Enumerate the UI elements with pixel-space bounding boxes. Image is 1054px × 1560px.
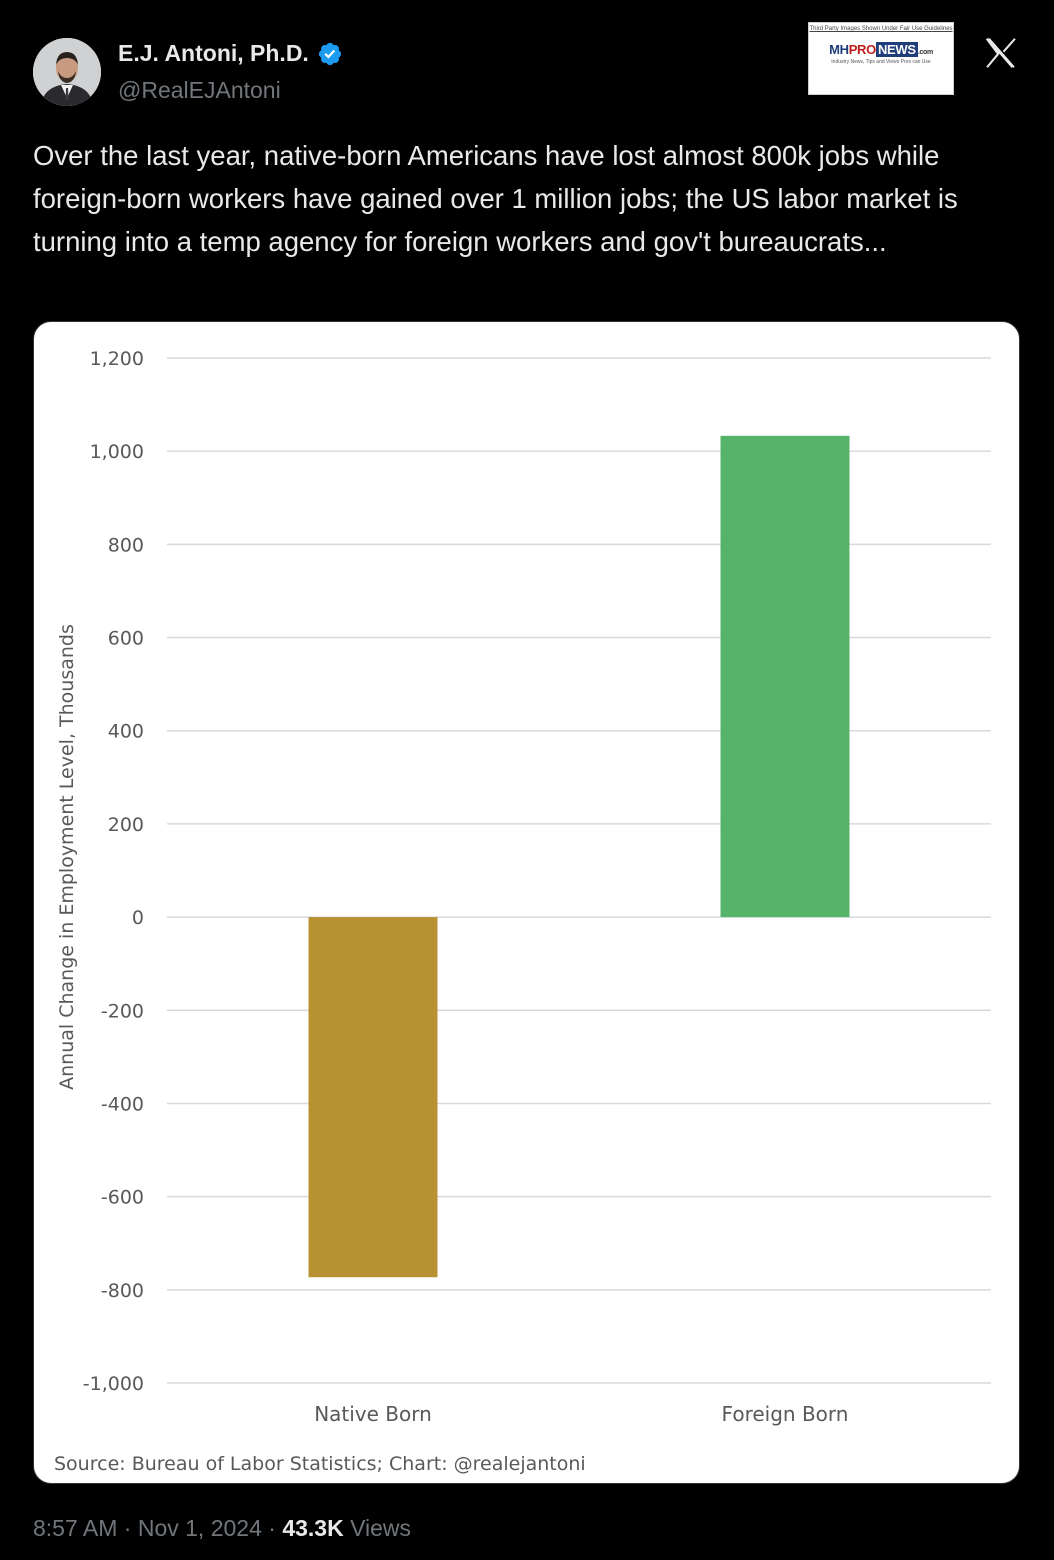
author-handle[interactable]: @RealEJAntoni bbox=[118, 77, 281, 103]
y-tick-label: -1,000 bbox=[83, 1373, 144, 1395]
y-tick-label: 600 bbox=[108, 628, 144, 650]
y-tick-label: -400 bbox=[101, 1093, 144, 1115]
chart-x-labels: Native Born Foreign Born bbox=[314, 1402, 848, 1426]
chart-bars bbox=[308, 435, 850, 1278]
logo-fine-print: Third Party Images Shown Under Fair Use … bbox=[809, 26, 953, 32]
chart-image-card[interactable]: 1,200 1,000 800 600 400 200 0 -200 -400 -600 -800 -… bbox=[33, 321, 1020, 1484]
mhpronews-logo: Third Party Images Shown Under Fair Use … bbox=[808, 22, 954, 95]
tweet-date[interactable]: Nov 1, 2024 bbox=[137, 1515, 262, 1541]
bar-native-born bbox=[308, 917, 438, 1278]
chart-y-ticks: 1,200 1,000 800 600 400 200 0 -200 -400 -600 -800 -… bbox=[83, 348, 144, 1395]
meta-separator: · bbox=[123, 1515, 132, 1541]
views-count[interactable]: 43.3K bbox=[282, 1515, 344, 1541]
y-tick-label: 800 bbox=[108, 534, 144, 556]
chart-gridlines bbox=[167, 357, 991, 1384]
logo-tagline: Industry News, Tips and Views Pros can U… bbox=[831, 59, 931, 65]
tweet-meta: 8:57 AM · Nov 1, 2024 · 43.3K Views bbox=[33, 1515, 411, 1542]
y-tick-label: 0 bbox=[132, 907, 144, 929]
logo-brand: MHPRO NEWS .com bbox=[809, 42, 953, 57]
y-tick-label: -200 bbox=[101, 1000, 144, 1022]
avatar-image bbox=[33, 38, 101, 106]
x-category-label: Native Born bbox=[314, 1402, 432, 1426]
y-tick-label: 1,200 bbox=[90, 348, 144, 370]
verified-badge-icon bbox=[318, 42, 341, 65]
chart-y-axis-label: Annual Change in Employment Level, Thous… bbox=[56, 624, 78, 1090]
chart-source: Source: Bureau of Labor Statistics; Char… bbox=[54, 1453, 586, 1475]
views-label: Views bbox=[350, 1515, 412, 1541]
y-tick-label: -800 bbox=[101, 1280, 144, 1302]
bar-foreign-born bbox=[720, 435, 850, 918]
tweet-time[interactable]: 8:57 AM bbox=[33, 1515, 118, 1541]
bar-chart: 1,200 1,000 800 600 400 200 0 -200 -400 -600 -800 -… bbox=[56, 348, 991, 1426]
logo-mh: MH bbox=[829, 42, 849, 57]
x-category-label: Foreign Born bbox=[722, 1402, 849, 1426]
meta-separator-2: · bbox=[268, 1515, 276, 1541]
y-tick-label: 200 bbox=[108, 814, 144, 836]
logo-news: NEWS bbox=[875, 42, 918, 57]
author-name-row[interactable]: E.J. Antoni, Ph.D. bbox=[118, 40, 343, 67]
logo-pro: PRO bbox=[848, 42, 877, 57]
y-tick-label: 400 bbox=[108, 721, 144, 743]
tweet-text: Over the last year, native-born American… bbox=[33, 140, 958, 257]
x-logo-icon[interactable] bbox=[982, 34, 1020, 72]
logo-com: .com bbox=[917, 49, 933, 56]
author-name[interactable]: E.J. Antoni, Ph.D. bbox=[118, 40, 309, 66]
y-tick-label: -600 bbox=[101, 1187, 144, 1209]
avatar[interactable] bbox=[33, 38, 101, 106]
y-tick-label: 1,000 bbox=[90, 441, 144, 463]
